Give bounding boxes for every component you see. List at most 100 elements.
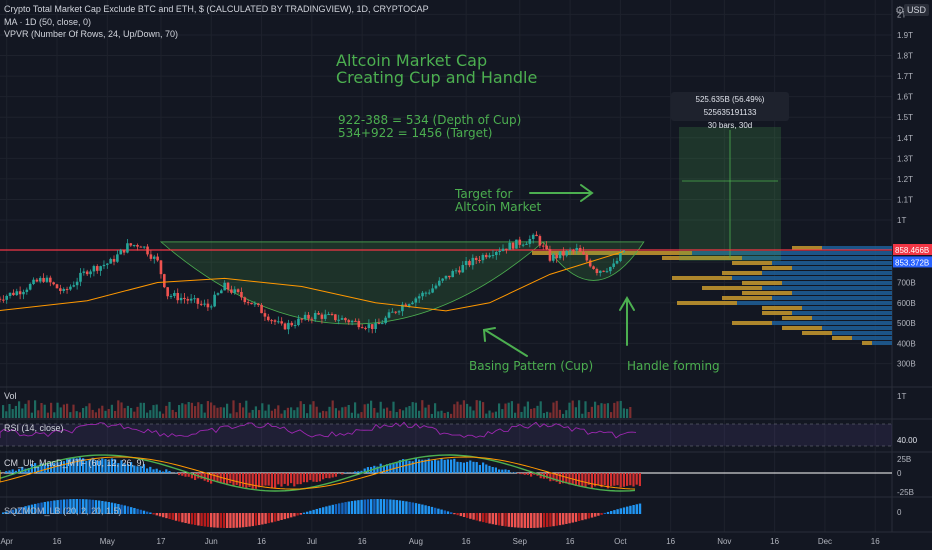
macd-histogram-bar bbox=[267, 473, 270, 486]
vpvr-indicator-label[interactable]: VPVR (Number Of Rows, 24, Up/Down, 70) bbox=[4, 29, 179, 39]
volume-bar bbox=[322, 410, 325, 418]
volume-bar bbox=[414, 402, 417, 418]
sqz-bar bbox=[555, 513, 558, 526]
x-tick-label: Aug bbox=[409, 537, 423, 546]
volume-bar bbox=[466, 403, 469, 418]
candle-body bbox=[431, 288, 434, 293]
candle-body bbox=[478, 260, 481, 262]
macd-histogram-bar bbox=[619, 473, 622, 488]
macd-histogram-bar bbox=[78, 457, 81, 473]
sqz-bar bbox=[190, 513, 194, 525]
macd-histogram-bar bbox=[488, 465, 491, 473]
volume-bar bbox=[235, 412, 238, 418]
volume-bar bbox=[120, 402, 123, 418]
vpvr-down-bar bbox=[677, 301, 737, 305]
sqz-bar bbox=[98, 500, 101, 514]
sqz-pane-label[interactable]: SQZMOM_LB (20, 2, 20, 1.5) bbox=[4, 506, 122, 516]
volume-bar bbox=[142, 402, 145, 418]
volume-bar bbox=[456, 401, 459, 418]
volume-bar bbox=[219, 407, 222, 418]
currency-badge[interactable]: USD bbox=[904, 4, 930, 16]
candle-body bbox=[266, 316, 270, 321]
macd-histogram-bar bbox=[597, 473, 600, 486]
volume-bar bbox=[392, 401, 395, 418]
candle-body bbox=[203, 303, 206, 305]
candle-body bbox=[535, 234, 538, 237]
volume-bar bbox=[139, 402, 142, 418]
macd-histogram-bar bbox=[194, 473, 197, 481]
ma-indicator-label[interactable]: MA · 1D (50, close, 0) bbox=[4, 17, 92, 27]
sqz-bar bbox=[581, 513, 584, 521]
vpvr-down-bar bbox=[762, 266, 792, 270]
macd-histogram-bar bbox=[322, 473, 325, 480]
macd-pane-label[interactable]: CM_Ult_MacD_MTF (60, 12, 26, 9) bbox=[4, 458, 145, 468]
candle-body bbox=[173, 292, 176, 296]
gear-icon[interactable]: ⚙ bbox=[895, 5, 905, 17]
ma-price-bg bbox=[893, 256, 932, 268]
y-tick-label: 2T bbox=[897, 10, 906, 19]
candle-body bbox=[444, 275, 448, 279]
x-tick-label: May bbox=[100, 537, 115, 546]
candle-body bbox=[538, 236, 542, 246]
vpvr-up-bar bbox=[772, 321, 892, 325]
candle-body bbox=[394, 311, 397, 313]
candle-body bbox=[220, 290, 223, 294]
sqz-bar bbox=[338, 503, 341, 514]
volume-bar bbox=[101, 405, 104, 418]
candle-body bbox=[609, 266, 612, 272]
volume-bar bbox=[520, 411, 523, 418]
y-tick-label: 1.3T bbox=[897, 154, 913, 163]
macd-histogram-bar bbox=[610, 473, 613, 487]
rsi-pane-label[interactable]: RSI (14, close) bbox=[4, 423, 64, 433]
volume-bar bbox=[331, 400, 334, 418]
macd-histogram-bar bbox=[130, 462, 133, 473]
candle-body bbox=[605, 271, 609, 273]
vpvr-up-bar bbox=[792, 311, 892, 315]
macd-histogram-bar bbox=[549, 473, 552, 482]
sqz-bar bbox=[78, 499, 82, 514]
volume-bar bbox=[200, 404, 203, 418]
rsi-line bbox=[0, 421, 637, 439]
candle-body bbox=[357, 320, 361, 328]
candle-body bbox=[317, 312, 320, 315]
headline-line-2: Creating Cup and Handle bbox=[336, 68, 538, 87]
sqz-bar bbox=[104, 501, 107, 514]
volume-bar bbox=[82, 407, 85, 418]
macd-histogram-bar bbox=[117, 463, 120, 473]
macd-histogram-bar bbox=[11, 469, 14, 473]
macd-histogram-bar bbox=[149, 466, 152, 473]
vpvr-down-bar bbox=[762, 306, 802, 310]
vol-pane-label[interactable]: Vol bbox=[4, 391, 17, 401]
candle-body bbox=[602, 270, 605, 272]
x-tick-label: Sep bbox=[513, 537, 528, 546]
volume-bar bbox=[59, 407, 62, 418]
sqz-bar bbox=[414, 503, 418, 514]
volume-bar bbox=[94, 412, 97, 418]
cup-label: Basing Pattern (Cup) bbox=[469, 359, 594, 373]
candle-body bbox=[250, 302, 253, 305]
vpvr-down-bar bbox=[722, 271, 762, 275]
x-tick-label: Dec bbox=[818, 537, 832, 546]
volume-bar bbox=[165, 405, 168, 418]
sqz-tick-label: 0 bbox=[897, 508, 902, 517]
candle-body bbox=[92, 266, 96, 272]
volume-bar bbox=[370, 400, 373, 418]
volume-bar bbox=[2, 405, 5, 418]
macd-histogram-bar bbox=[110, 458, 113, 473]
sqz-bar bbox=[277, 513, 280, 521]
macd-histogram-bar bbox=[635, 473, 638, 485]
candle-body bbox=[417, 296, 421, 299]
volume-bar bbox=[46, 412, 49, 418]
macd-histogram-bar bbox=[296, 473, 299, 485]
volume-bar bbox=[306, 413, 309, 418]
macd-histogram-bar bbox=[238, 473, 241, 487]
macd-histogram-bar bbox=[8, 470, 11, 473]
vpvr-up-bar bbox=[772, 296, 892, 300]
volume-bar bbox=[258, 410, 261, 418]
sqz-bar bbox=[72, 499, 75, 514]
y-tick-label: 1.5T bbox=[897, 113, 913, 122]
volume-bar bbox=[155, 404, 158, 418]
x-tick-label: 16 bbox=[257, 537, 266, 546]
macd-histogram-bar bbox=[290, 473, 293, 484]
